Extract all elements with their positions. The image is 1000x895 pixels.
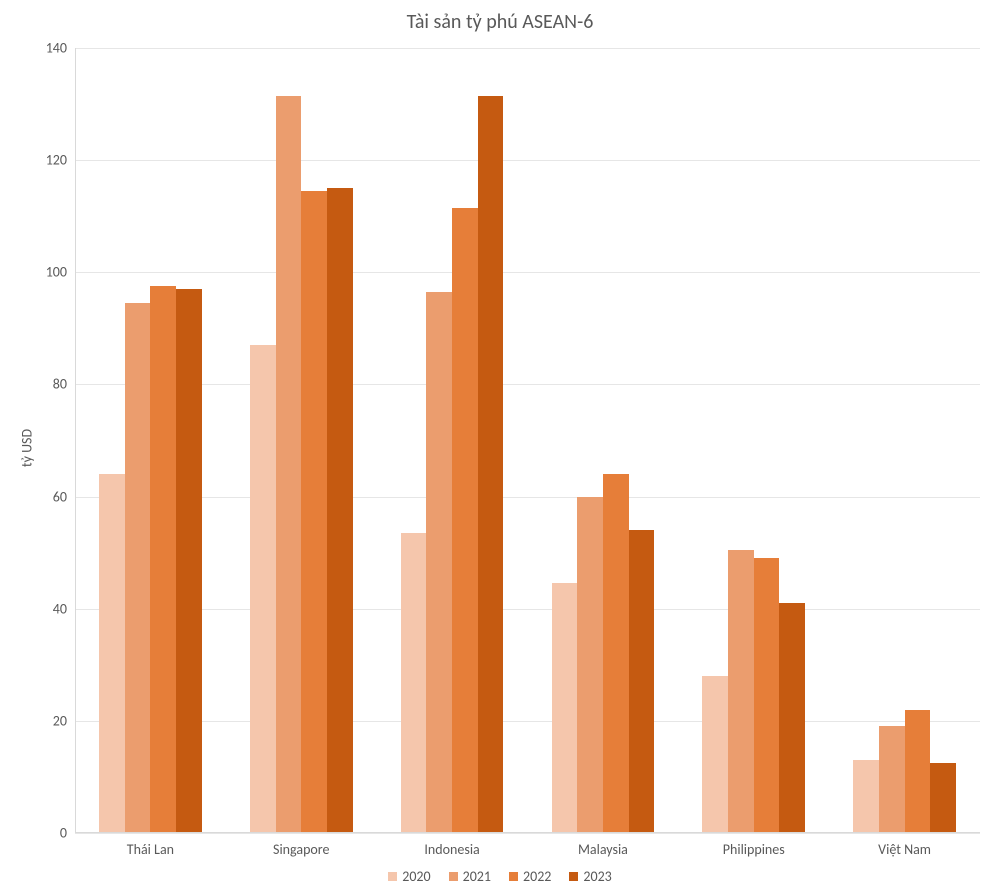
- bar: [754, 558, 780, 833]
- bar: [629, 530, 655, 833]
- x-category-label: Malaysia: [578, 833, 628, 858]
- bar: [301, 191, 327, 833]
- bar: [478, 96, 504, 833]
- bar: [426, 292, 452, 833]
- y-tick-label: 80: [53, 376, 75, 393]
- bar: [125, 303, 151, 833]
- bar: [728, 550, 754, 833]
- y-tick-label: 40: [53, 600, 75, 617]
- legend-label: 2023: [583, 868, 611, 885]
- bar: [577, 497, 603, 833]
- gridline: [75, 497, 980, 498]
- bar: [401, 533, 427, 833]
- bar: [930, 763, 956, 833]
- gridline: [75, 48, 980, 49]
- bar: [452, 208, 478, 833]
- bar: [603, 474, 629, 833]
- y-tick-label: 100: [46, 264, 75, 281]
- legend-swatch: [388, 872, 397, 881]
- bar: [327, 188, 353, 833]
- y-tick-label: 140: [46, 40, 75, 57]
- gridline: [75, 721, 980, 722]
- bar: [905, 710, 931, 833]
- legend-item: 2020: [388, 868, 430, 885]
- x-category-label: Philippines: [723, 833, 785, 858]
- gridline: [75, 160, 980, 161]
- y-tick-label: 0: [60, 825, 75, 842]
- legend-item: 2022: [509, 868, 551, 885]
- gridline: [75, 609, 980, 610]
- gridline: [75, 272, 980, 273]
- x-category-label: Việt Nam: [878, 833, 931, 858]
- bar: [879, 726, 905, 833]
- bar: [276, 96, 302, 833]
- legend-item: 2021: [449, 868, 491, 885]
- y-axis-line: [75, 48, 76, 833]
- x-category-label: Indonesia: [424, 833, 479, 858]
- chart-title: Tài sản tỷ phú ASEAN-6: [0, 10, 1000, 34]
- y-tick-label: 20: [53, 712, 75, 729]
- bar: [779, 603, 805, 833]
- y-tick-label: 60: [53, 488, 75, 505]
- bar: [250, 345, 276, 833]
- legend-item: 2023: [569, 868, 611, 885]
- x-category-label: Thái Lan: [127, 833, 174, 858]
- legend-swatch: [449, 872, 458, 881]
- legend-swatch: [509, 872, 518, 881]
- bar: [702, 676, 728, 833]
- y-axis-label: tỷ USD: [19, 428, 36, 466]
- legend-label: 2022: [523, 868, 551, 885]
- bar: [552, 583, 578, 833]
- x-category-label: Singapore: [273, 833, 329, 858]
- legend-label: 2021: [463, 868, 491, 885]
- chart-container: Tài sản tỷ phú ASEAN-6 tỷ USD 0204060801…: [0, 0, 1000, 895]
- bar: [853, 760, 879, 833]
- gridline: [75, 833, 980, 834]
- bar: [99, 474, 125, 833]
- legend: 2020 2021 2022 2023: [0, 868, 1000, 885]
- x-axis-line: [75, 832, 980, 833]
- plot-area: 020406080100120140Thái LanSingaporeIndon…: [75, 48, 980, 833]
- y-tick-label: 120: [46, 152, 75, 169]
- bar: [176, 289, 202, 833]
- bar: [150, 286, 176, 833]
- gridline: [75, 384, 980, 385]
- legend-swatch: [569, 872, 578, 881]
- legend-label: 2020: [402, 868, 430, 885]
